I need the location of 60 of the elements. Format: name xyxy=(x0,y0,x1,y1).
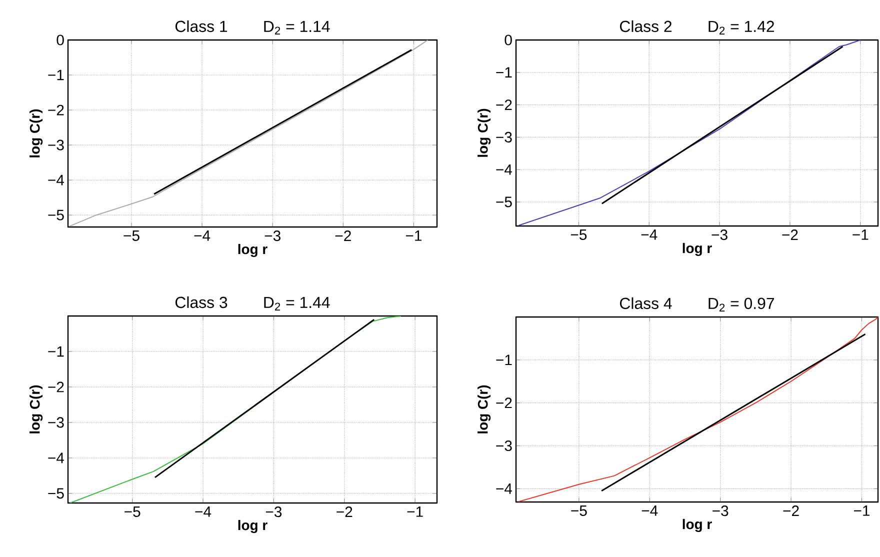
y-tick-label: −3 xyxy=(48,417,64,428)
y-tick-label: −5 xyxy=(496,196,512,208)
y-tick-label: −1 xyxy=(496,354,512,366)
chart-title: Class 4 xyxy=(620,297,672,310)
chart-subtitle: D$_{2}$ = 1.14 xyxy=(264,20,330,34)
y-tick-label: −4 xyxy=(48,452,64,464)
y-tick-label: 0 xyxy=(504,34,512,46)
chart-title: Class 2 xyxy=(620,20,672,32)
y-tick-label: −1 xyxy=(48,70,64,80)
y-axis-title: log C(r) xyxy=(478,108,491,157)
y-tick-label: −2 xyxy=(496,100,512,110)
y-tick-label: −1 xyxy=(48,346,64,357)
y-tick-label: −2 xyxy=(48,382,64,392)
x-axis-title: log r xyxy=(238,520,268,533)
y-tick-label: −3 xyxy=(496,440,512,452)
line-series xyxy=(518,40,861,226)
line-series xyxy=(518,316,878,502)
x-tick-label: −5 xyxy=(570,230,587,240)
x-tick-label: −2 xyxy=(783,506,799,516)
chart-subtitle: D$_{2}$ = 1.44 xyxy=(264,296,330,310)
y-tick-label: −4 xyxy=(496,484,512,494)
x-tick-label: −3 xyxy=(264,230,280,242)
x-axis-title: log r xyxy=(238,244,268,257)
x-tick-label: −3 xyxy=(712,230,728,240)
x-tick-label: −5 xyxy=(124,506,140,517)
y-tick-label: −4 xyxy=(496,164,512,175)
y-tick-label: −5 xyxy=(48,488,64,499)
y-tick-label: −2 xyxy=(496,398,512,408)
y-tick-label: −1 xyxy=(496,67,512,78)
x-axis-title: log r xyxy=(682,242,712,256)
x-tick-label: −1 xyxy=(406,230,422,241)
y-tick-label: −5 xyxy=(48,210,64,220)
x-tick-label: −4 xyxy=(642,506,658,516)
y-tick-label: −4 xyxy=(48,174,64,186)
chart-title: Class 1 xyxy=(176,20,228,32)
x-tick-label: −4 xyxy=(194,230,210,241)
x-tick-label: −2 xyxy=(336,506,352,517)
y-tick-label: −3 xyxy=(48,140,64,150)
chart-subtitle: D$_{2}$ = 1.42 xyxy=(708,20,774,34)
x-tick-label: −3 xyxy=(266,506,282,518)
x-tick-label: −2 xyxy=(335,230,351,241)
y-axis-title: log C(r) xyxy=(478,385,491,434)
chart-subtitle: D$_{2}$ = 0.97 xyxy=(708,298,774,312)
x-tick-label: −5 xyxy=(571,506,587,516)
x-tick-label: −3 xyxy=(712,506,728,516)
y-axis-title: log C(r) xyxy=(30,385,43,434)
x-tick-label: −2 xyxy=(782,230,798,240)
x-tick-label: −1 xyxy=(407,506,423,517)
x-tick-label: −4 xyxy=(641,230,658,240)
x-axis-title: log r xyxy=(682,518,712,532)
y-tick-label: −2 xyxy=(48,104,64,116)
x-tick-label: −5 xyxy=(124,230,140,241)
y-tick-label: −3 xyxy=(496,132,512,142)
x-tick-label: −1 xyxy=(852,230,868,240)
x-tick-label: −1 xyxy=(854,506,870,516)
y-tick-label: 0 xyxy=(56,34,64,46)
line-series xyxy=(68,40,428,227)
y-axis-title: log C(r) xyxy=(30,109,43,158)
x-tick-label: −4 xyxy=(195,506,212,517)
chart-title: Class 3 xyxy=(176,296,228,308)
